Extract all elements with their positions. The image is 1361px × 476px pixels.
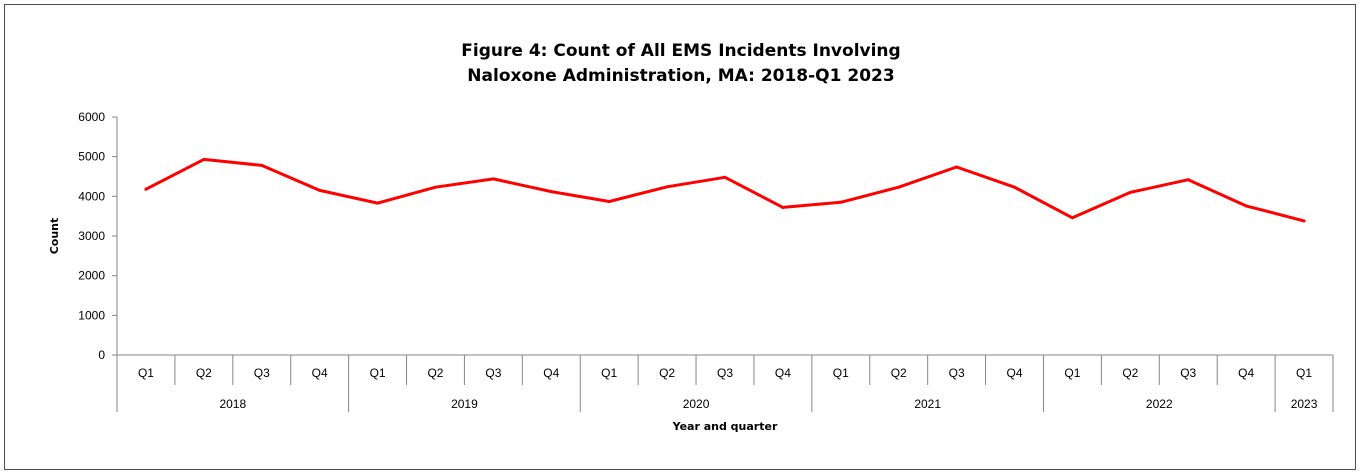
data-point	[1187, 178, 1190, 181]
data-point	[492, 177, 495, 180]
y-axis: 0 1000 2000 3000 4000 5000 6000	[78, 110, 117, 362]
data-point	[434, 186, 437, 189]
data-point	[839, 201, 842, 204]
x-quarter-label: Q2	[659, 366, 675, 380]
data-point	[376, 202, 379, 205]
y-tick-label: 1000	[78, 308, 105, 322]
x-quarter-label: Q1	[138, 366, 154, 380]
x-quarter-label: Q1	[1064, 366, 1080, 380]
y-tick-label: 5000	[78, 150, 105, 164]
x-quarter-label: Q3	[485, 366, 501, 380]
data-point	[955, 165, 958, 168]
x-quarter-label: Q4	[1007, 366, 1023, 380]
x-quarter-label: Q3	[254, 366, 270, 380]
y-tick-label: 4000	[78, 189, 105, 203]
data-point	[202, 158, 205, 161]
x-quarter-label: Q2	[891, 366, 907, 380]
x-year-label: 2023	[1291, 397, 1318, 411]
x-quarter-label: Q4	[543, 366, 559, 380]
y-tick-label: 3000	[78, 229, 105, 243]
x-quarter-label: Q1	[1296, 366, 1312, 380]
x-year-label: 2022	[1146, 397, 1173, 411]
x-year-label: 2018	[219, 397, 246, 411]
data-point	[666, 185, 669, 188]
data-point	[1013, 186, 1016, 189]
data-point	[897, 186, 900, 189]
data-point	[144, 188, 147, 191]
data-point	[1303, 219, 1306, 222]
x-quarter-label: Q3	[1180, 366, 1196, 380]
data-point	[260, 164, 263, 167]
x-axis: Q1 Q2 Q3 Q4 Q1 Q2 Q3 Q4 Q1 Q2 Q3 Q4 Q1 Q2 Q3 Q4 Q1 Q2 Q3 Q4…	[117, 355, 1333, 412]
x-year-label: 2021	[914, 397, 941, 411]
x-axis-title: Year and quarter	[672, 420, 778, 433]
x-quarter-label: Q4	[312, 366, 328, 380]
y-tick-label: 0	[98, 348, 105, 362]
x-quarter-label: Q2	[196, 366, 212, 380]
y-axis-title: Count	[48, 218, 61, 255]
data-point	[318, 189, 321, 192]
x-year-label: 2020	[683, 397, 710, 411]
y-tick-label: 2000	[78, 269, 105, 283]
x-quarter-label: Q1	[833, 366, 849, 380]
x-quarter-label: Q1	[601, 366, 617, 380]
data-point	[724, 176, 727, 179]
x-quarter-label: Q4	[1238, 366, 1254, 380]
x-quarter-label: Q3	[717, 366, 733, 380]
x-quarter-label: Q4	[775, 366, 791, 380]
data-point	[781, 206, 784, 209]
data-point	[1245, 204, 1248, 207]
x-year-label: 2019	[451, 397, 478, 411]
x-quarter-label: Q3	[949, 366, 965, 380]
x-quarter-label: Q1	[370, 366, 386, 380]
data-point	[1129, 191, 1132, 194]
data-point	[608, 200, 611, 203]
y-tick-label: 6000	[78, 110, 105, 124]
data-point	[1071, 216, 1074, 219]
x-quarter-label: Q2	[427, 366, 443, 380]
series-layer	[144, 158, 1305, 222]
data-point	[550, 190, 553, 193]
x-quarter-label: Q2	[1122, 366, 1138, 380]
